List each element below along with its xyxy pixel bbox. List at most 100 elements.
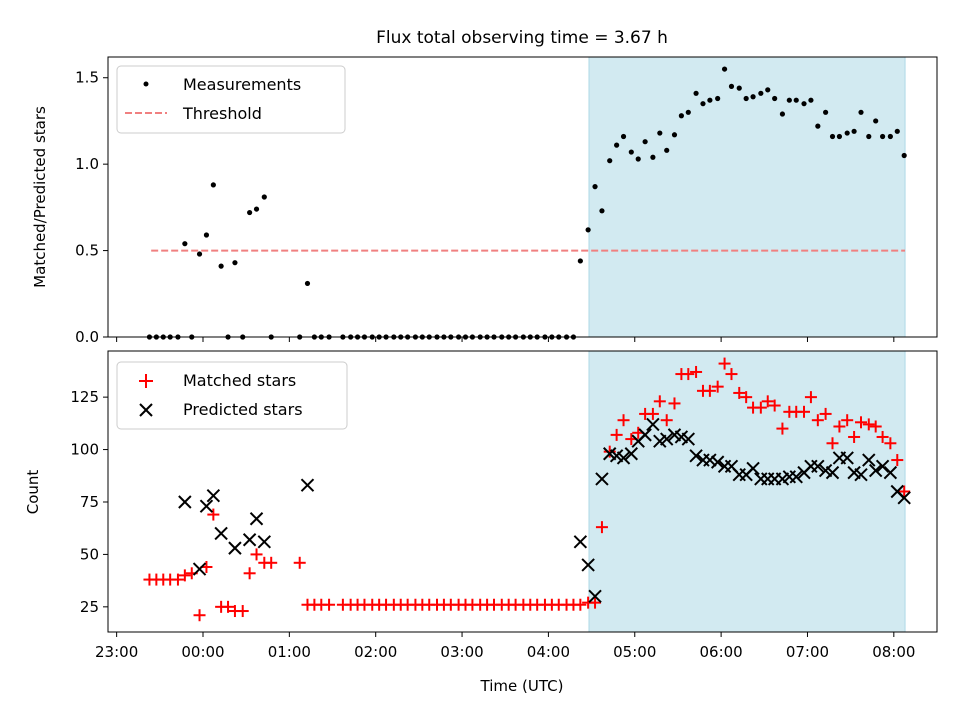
measurement-point [836,133,843,140]
matched-star-point [646,407,659,420]
measurement-point [873,118,879,124]
measurement-point [577,258,583,264]
matched-star-point [589,596,602,609]
ratio-legend: Measurements Threshold [116,65,346,134]
predicted-star-point [178,495,192,509]
predicted-star-point [703,453,717,467]
count-axes-frame [107,350,938,633]
predicted-star-point [875,459,890,474]
ratio-y-tick-label: 1.0 [75,155,99,173]
measurement-point [607,158,613,164]
matched-star-point [610,428,623,441]
predicted-star-point [581,558,595,572]
measurement-point [894,128,900,134]
matched-star-point [690,365,703,378]
measurement-point [218,263,224,269]
legend-matched-label: Matched stars [183,371,296,390]
matched-star-point [876,430,889,443]
count-marks [143,357,911,622]
measurement-point [592,184,598,190]
count-x-tick-label: 08:00 [872,643,915,661]
predicted-star-point [616,451,631,465]
ratio-panel: 0.0 0.5 1.0 1.5 Matched/Predicted stars Mea… [31,56,938,346]
matched-star-point [660,414,673,427]
matched-star-point [733,386,746,399]
measurement-point [721,66,728,72]
measurement-point [657,130,663,136]
measurement-point [887,133,893,140]
measurement-point [620,133,627,140]
predicted-star-point [689,449,703,463]
count-x-tick-label: 00:00 [181,643,224,661]
predicted-star-point [624,447,639,461]
matched-star-point [798,405,811,418]
legend-matched-marker [139,374,153,388]
predicted-star-point [646,417,660,432]
measurement-point [858,109,864,115]
predicted-star-point [811,459,825,474]
predicted-star-point [192,562,207,576]
count-x-tick-label: 07:00 [786,643,829,661]
count-y-tick-label: 25 [80,598,99,616]
count-x-axis-label: Time (UTC) [480,677,564,695]
predicted-star-point [825,465,840,480]
matched-star-point [884,437,897,450]
measurement-point [851,128,857,134]
measurement-point [642,139,648,145]
measurement-point [715,95,721,102]
measurement-point [779,111,786,117]
predicted-star-point [746,461,760,476]
matched-star-point [193,609,206,622]
predicted-star-point [681,432,696,446]
predicted-star-point [214,526,228,541]
matched-star-point [804,391,817,404]
ratio-y-tick-label: 1.5 [75,69,99,87]
count-panel: 25 50 75 100 125 23:00 00:00 01:00 02:00 03:00 04… [24,350,938,695]
measurement-point [664,147,670,153]
measurement-point [628,149,634,155]
measurement-point [750,94,756,100]
matched-star-point [718,357,731,370]
measurement-point [685,109,691,115]
matched-star-point [898,485,911,498]
measurement-point [707,97,713,103]
measurement-point [879,133,886,140]
predicted-star-point [638,428,652,442]
matched-star-point [725,368,738,381]
measurement-point [793,97,799,103]
matched-star-point [848,430,861,443]
measurement-point [772,95,778,102]
ratio-axes-frame [107,56,938,338]
count-y-ticks: 25 50 75 100 125 [70,388,108,616]
count-y-tick-label: 100 [70,441,99,459]
matched-star-point [761,395,774,408]
predicted-star-point [883,465,898,480]
matched-star-point [171,573,184,586]
measurement-point [614,142,620,148]
predicted-star-point [588,589,602,604]
legend-predicted-marker [139,403,153,417]
matched-star-point [595,521,608,534]
matched-star-point [826,437,839,450]
predicted-star-point [660,432,674,446]
measurement-point [801,101,807,107]
legend-measurements-marker [143,81,149,87]
matched-star-point [207,508,220,521]
matched-star-point [682,368,695,381]
predicted-star-point [206,488,221,503]
predicted-star-point [199,499,214,513]
matched-star-point [754,401,767,414]
matched-star-point [222,600,235,613]
measurement-point [866,133,872,140]
ratio-y-ticks: 0.0 0.5 1.0 1.5 [75,69,108,346]
measurement-point [247,209,253,216]
predicted-star-point [897,491,911,505]
measurement-point [808,97,814,103]
measurement-point [203,232,210,238]
count-legend-box [116,361,348,430]
figure-title: Flux total observing time = 3.67 h [376,28,668,48]
predicted-star-point [868,463,883,478]
legend-predicted-label: Predicted stars [183,400,303,419]
measurement-point [635,156,641,162]
